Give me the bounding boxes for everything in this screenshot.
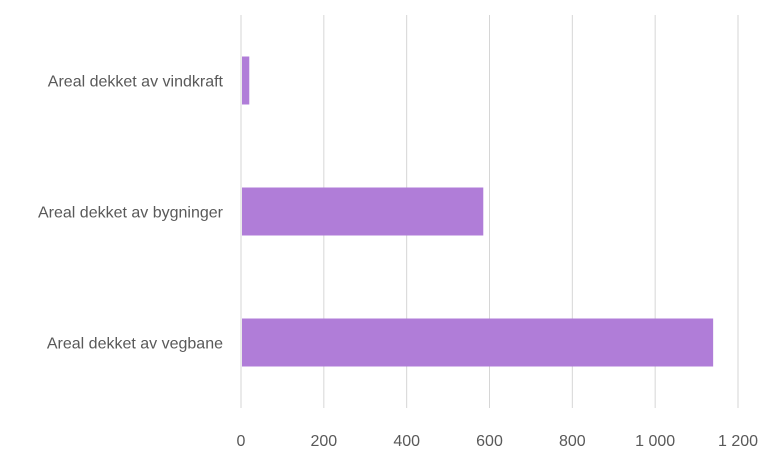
x-tick-label: 0 [237, 433, 246, 450]
x-tick-label: 600 [476, 433, 503, 450]
bar [242, 187, 484, 236]
x-tick-label: 800 [559, 433, 586, 450]
bar [242, 318, 714, 367]
x-tick-label: 1 200 [718, 433, 758, 450]
x-tick-label: 200 [310, 433, 337, 450]
category-label: Areal dekket av vindkraft [48, 74, 224, 91]
category-label: Areal dekket av bygninger [38, 205, 224, 222]
category-labels: Areal dekket av vindkraft Areal dekket av… [38, 74, 224, 353]
x-axis-tick-labels: 0 200 400 600 800 1 000 1 200 [237, 433, 759, 450]
x-tick-label: 400 [393, 433, 420, 450]
bars [242, 56, 714, 367]
bar [242, 56, 250, 105]
category-label: Areal dekket av vegbane [47, 336, 223, 353]
x-tick-label: 1 000 [635, 433, 675, 450]
